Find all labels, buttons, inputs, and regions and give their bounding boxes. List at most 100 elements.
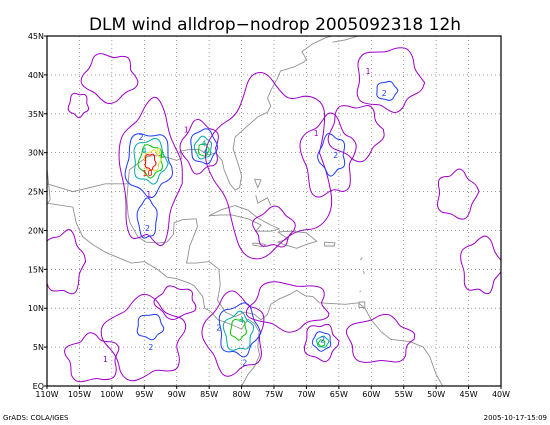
coastline-segment (126, 183, 443, 386)
contour-label: 1 (146, 190, 151, 199)
x-tick-label: 65W (330, 390, 348, 399)
y-tick-label: EQ (33, 382, 44, 391)
coastline-segment (363, 270, 365, 275)
x-tick-label: 60W (362, 390, 380, 399)
x-tick-label: 85W (200, 390, 218, 399)
contour-level-1 (204, 71, 333, 260)
contour-level-1 (299, 112, 357, 198)
y-tick-label: 40N (28, 71, 44, 80)
contour-label: 2 (242, 359, 247, 368)
contour-level-4 (193, 135, 213, 160)
contour-level-4 (133, 137, 169, 185)
contour-label: 1 (184, 125, 189, 134)
contour-level-1 (356, 47, 426, 113)
contour-level-6 (137, 144, 164, 179)
contour-level-1 (201, 290, 265, 377)
contour-level-2 (376, 80, 399, 101)
x-tick-label: 75W (265, 390, 283, 399)
contour-label: 1 (314, 129, 319, 138)
x-tick-label: 95W (135, 390, 153, 399)
contour-label: 2 (138, 133, 143, 142)
contour-level-6 (229, 319, 247, 341)
contour-level-1 (303, 323, 340, 363)
contour-level-2 (136, 197, 158, 239)
contour-level-1 (100, 293, 187, 382)
contour-label: 2 (216, 324, 221, 333)
contour-level-10 (144, 153, 157, 171)
x-tick-label: 80W (233, 390, 251, 399)
coastline-segment (358, 301, 366, 308)
coastline-segment (324, 241, 336, 247)
contour-label: 4 (201, 139, 206, 148)
contour-level-1 (437, 168, 480, 220)
contour-level-8 (143, 149, 162, 172)
contour-level-2 (317, 133, 346, 177)
contour-label: 10 (142, 169, 152, 178)
x-tick-label: 45W (460, 390, 478, 399)
contour-level-1 (327, 104, 385, 163)
y-tick-label: 45N (28, 32, 44, 41)
coastline (47, 36, 443, 386)
y-tick-label: 10N (28, 304, 44, 313)
contour-level-4 (222, 310, 255, 351)
contour-level-2 (124, 133, 173, 199)
y-tick-label: 25N (28, 188, 44, 197)
coastline-segment (47, 168, 51, 206)
contour-label: 4 (239, 316, 244, 325)
x-tick-label: 70W (297, 390, 315, 399)
contour-label: 6 (160, 151, 165, 160)
coastline-segment (359, 290, 362, 293)
x-tick-label: 90W (168, 390, 186, 399)
chart-title: DLM wind alldrop−nodrop 2005092318 12h (89, 15, 461, 35)
contour-level-2 (311, 331, 332, 352)
contour-level-1 (67, 92, 90, 119)
contour-level-6 (317, 339, 326, 347)
x-tick-label: 40W (492, 390, 510, 399)
coastline-segment (332, 36, 359, 43)
contour-label: 2 (148, 343, 153, 352)
y-axis: EQ 5N 10N 15N 20N 25N 30N 35N 40N 45N (28, 32, 47, 391)
contours (47, 47, 501, 383)
contour-label: 4 (142, 146, 147, 155)
contour-level-4 (316, 335, 330, 348)
contour-label: 1 (365, 67, 370, 76)
contour-level-1 (252, 205, 296, 248)
coastline-segment (208, 205, 281, 232)
x-tick-label: 110W (35, 390, 58, 399)
y-tick-label: 5N (33, 343, 44, 352)
contour-level-1 (153, 285, 197, 321)
x-tick-label: 55W (395, 390, 413, 399)
contour-label: 2 (333, 151, 338, 160)
contour-level-1 (460, 235, 501, 295)
contour-label: 4 (203, 147, 208, 156)
contour-label: 1 (103, 355, 108, 364)
y-tick-label: 20N (28, 226, 44, 235)
coastline-segment (254, 178, 262, 189)
contour-level-1 (47, 229, 87, 295)
y-tick-label: 35N (28, 110, 44, 119)
contour-level-1 (179, 119, 219, 175)
x-tick-label: 100W (100, 390, 123, 399)
footer-left: GrADS: COLA/IGES (3, 414, 69, 422)
coastline-segment (359, 257, 363, 261)
coastline-segment (252, 242, 267, 248)
footer-right: 2005-10-17-15:09 (484, 414, 547, 422)
gridlines (47, 36, 501, 386)
coastline-segment (339, 133, 342, 136)
y-tick-label: 15N (28, 265, 44, 274)
contour-label: 8 (156, 147, 161, 156)
y-tick-label: 30N (28, 149, 44, 158)
contour-label: 2 (382, 89, 387, 98)
contour-level-1 (345, 313, 416, 363)
contour-level-2 (218, 302, 262, 358)
contour-level-1 (118, 96, 183, 247)
x-tick-label: 105W (68, 390, 91, 399)
x-axis: 110W 105W 100W 95W 90W 85W 80W 75W 70W 65W 60W 55W 5… (35, 386, 510, 399)
coastline-segment (47, 36, 333, 193)
contour-level-1 (245, 281, 330, 333)
contour-level-1 (64, 332, 120, 383)
x-tick-label: 50W (427, 390, 445, 399)
coastline-segment (255, 195, 272, 206)
